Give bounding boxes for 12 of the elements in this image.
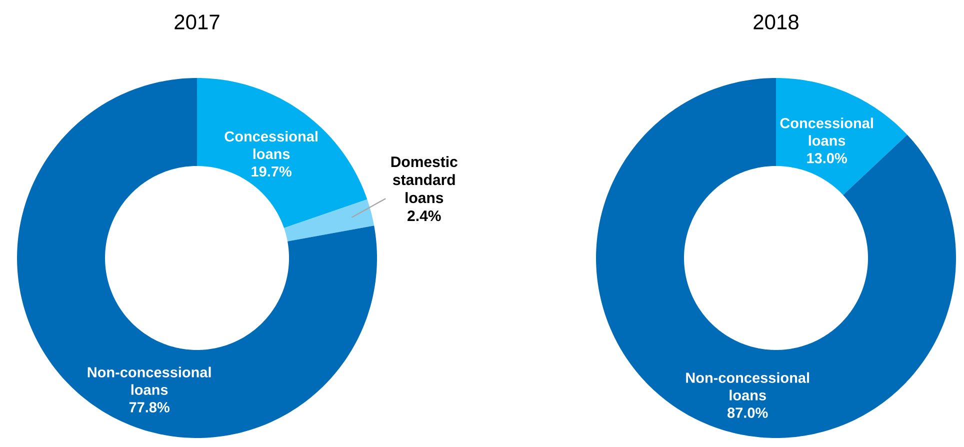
data-label: 87.0% [728, 408, 768, 418]
data-label: 19.7% [252, 166, 292, 177]
data-label: 13.0% [807, 153, 847, 164]
slice-label: Domestic standard loans [391, 156, 458, 204]
data-label: 2.4% [408, 210, 441, 222]
slice-label: Non-concessional loans [88, 366, 211, 395]
data-label: 77.8% [129, 402, 170, 412]
chart-title: 2017 [174, 14, 220, 30]
slice-label: Concessional loans [780, 118, 873, 146]
chart-title: 2018 [754, 14, 798, 30]
slice-label: Concessional loans [224, 130, 318, 160]
slice-label: Non-concessional loans [686, 372, 810, 400]
